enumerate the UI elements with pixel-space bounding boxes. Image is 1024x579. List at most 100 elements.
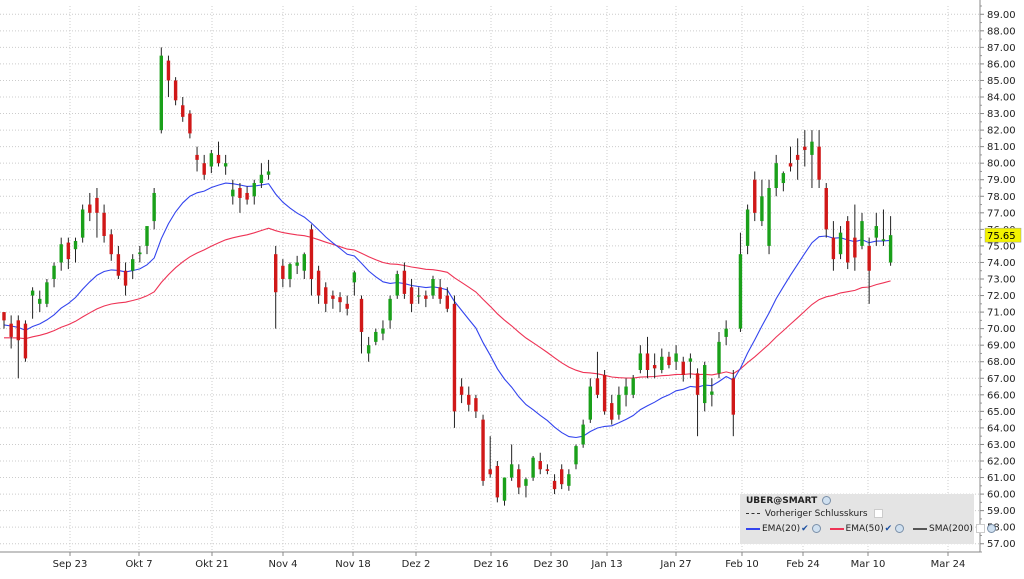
candle-body-down [795,154,800,160]
candle-body-down [116,254,121,276]
legend-ema50-label: EMA(50) [845,524,884,534]
candle-body-up [159,55,163,131]
candle-body-down [66,242,71,260]
candle-body-up [760,196,764,222]
candle-body-down [2,312,6,321]
candle-body-down [853,237,857,258]
candle-body-down [488,469,492,475]
candle-body-down [817,146,821,180]
y-tick-label: 88.00 [987,26,1016,37]
y-tick-label: 79.00 [987,175,1016,186]
candle-body-up [417,295,421,297]
candle-body-up [388,298,392,321]
candle-body-down [181,105,185,117]
candle-body-up [352,272,357,283]
candle-body-down [359,298,364,332]
legend-item-ema20: EMA(20)✔ [746,524,824,534]
candle-body-down [424,295,428,299]
last-price-label: 75.65 [987,231,1016,242]
candle-body-up [209,153,214,167]
candle-body-down [560,469,564,485]
candle-body-down [438,287,442,299]
sma200-toggle[interactable] [975,524,985,533]
ema20-check-icon[interactable]: ✔ [801,524,809,534]
legend-item-ema50: EMA(50)✔ [829,524,908,534]
previous-close-toggle[interactable] [873,509,883,518]
candle-body-down [645,353,650,370]
y-tick-label: 84.00 [987,93,1016,104]
candle-body-down [731,378,735,415]
legend-symbol-row: UBER@SMART [746,496,832,506]
ema50-line-icon [829,527,844,530]
y-tick-label: 65.00 [987,407,1016,418]
y-tick-label: 71.00 [987,308,1016,319]
candle-body-down [652,365,657,369]
candle-body-down [695,373,700,395]
candle-body-down [452,303,457,412]
x-tick-label: Sep 23 [53,559,88,570]
y-tick-label: 68.00 [987,357,1016,368]
candle-body-down [331,295,335,299]
y-tick-label: 77.00 [987,208,1016,219]
candle-body-up [302,254,306,271]
candle-body-down [202,163,206,175]
candle-body-up [838,232,843,255]
candle-body-up [567,474,571,486]
legend-indicators-row: EMA(20)✔ EMA(50)✔ SMA(200) [746,524,1002,534]
legend-previous-close: Vorheriger Schlusskurs [764,509,868,519]
candle-body-up [888,235,893,263]
candle-body-down [238,188,242,198]
sma200-settings-icon[interactable] [986,524,996,533]
x-tick-label: Nov 18 [335,559,370,570]
candle-body-up [502,477,507,501]
ema50-settings-icon[interactable] [895,524,905,533]
candle-body-down [610,403,614,420]
candle-body-down [681,361,685,375]
y-tick-label: 64.00 [987,423,1016,434]
candle-body-down [95,197,99,213]
candle-body-down [274,254,278,293]
x-tick-label: Nov 4 [268,559,297,570]
candle-body-down [88,204,92,213]
ema20-settings-icon[interactable] [811,524,821,533]
candle-body-down [602,374,607,412]
candle-body-up [531,457,535,478]
candle-body-up [703,365,707,404]
legend-symbol: UBER@SMART [746,496,818,506]
candle-body-down [595,378,600,395]
candle-body-up [617,394,621,415]
y-tick-label: 73.00 [987,275,1016,286]
candle-body-down [831,237,836,260]
candle-body-down [9,323,13,337]
dashed-line-icon [746,513,760,514]
candle-body-down [846,221,850,263]
candle-body-up [38,298,42,304]
candle-body-down [345,303,349,309]
candle-body-up [152,192,156,222]
candle-body-down [753,179,757,213]
legend-sma200-label: SMA(200) [929,524,973,534]
candle-body-up [145,226,149,246]
ema50-check-icon[interactable]: ✔ [884,524,893,534]
candle-body-down [803,146,807,150]
x-tick-label: Dez 2 [402,559,431,570]
candle-body-down [188,113,192,134]
y-tick-label: 59.00 [987,506,1016,517]
candle-body-up [574,446,578,465]
candle-body-down [788,163,793,167]
candle-body-up [45,282,49,304]
y-tick-label: 61.00 [987,473,1016,484]
candle-body-up [73,240,78,250]
candle-body-up [624,386,628,395]
candle-body-up [295,262,299,266]
settings-icon[interactable] [822,496,832,505]
last-price-marker: 75.65 [984,227,1022,243]
candle-body-down [474,398,478,412]
x-tick-label: Feb 10 [725,559,759,570]
x-tick-label: Feb 24 [786,559,820,570]
last-price-badge [984,227,1022,243]
candle-body-up [588,386,592,420]
candle-body-down [481,419,485,481]
x-tick-label: Dez 30 [533,559,568,570]
candle-body-down [16,320,20,341]
